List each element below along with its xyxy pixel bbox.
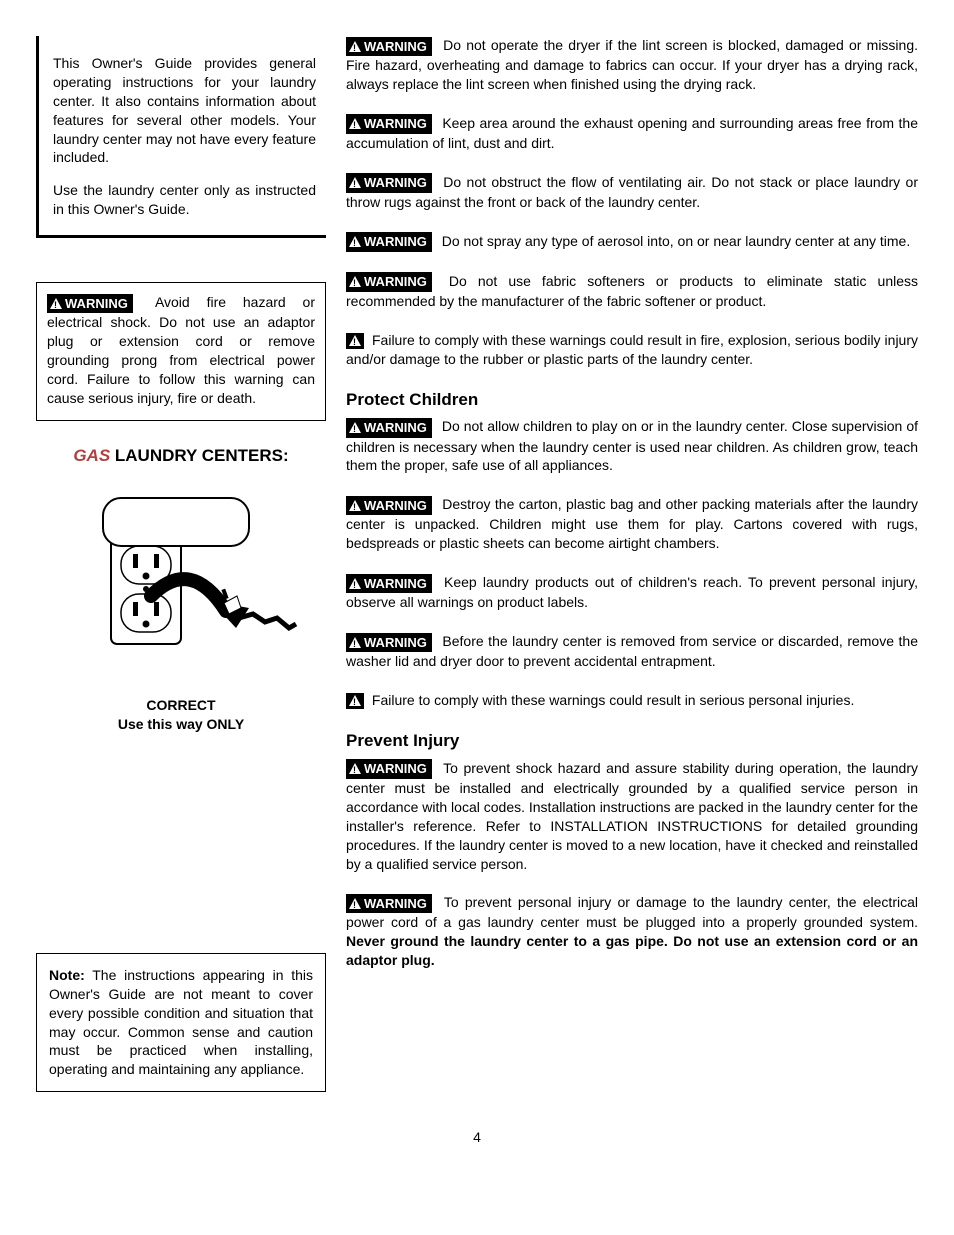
warning-children-play: WARNING Do not allow children to play on…	[346, 417, 918, 475]
warning-icon: WARNING	[346, 894, 432, 914]
warning-icon: WARNING	[47, 294, 133, 314]
warning-exhaust: WARNING Keep area around the exhaust ope…	[346, 114, 918, 153]
warning-ventilation: WARNING Do not obstruct the flow of vent…	[346, 173, 918, 212]
triangle-icon	[346, 333, 364, 349]
gas-laundry-heading: GAS LAUNDRY CENTERS:	[36, 445, 326, 468]
warning-label: WARNING	[65, 296, 128, 311]
warning-icon: WARNING	[346, 574, 432, 594]
warning-power-cord: WARNING To prevent personal injury or da…	[346, 893, 918, 970]
right-column: WARNING Do not operate the dryer if the …	[346, 36, 918, 1092]
warning-softener: WARNING Do not use fabric softeners or p…	[346, 272, 918, 311]
warning-icon: WARNING	[346, 37, 432, 57]
warning-discard: WARNING Before the laundry center is rem…	[346, 632, 918, 671]
outlet-plug-illustration	[61, 496, 301, 676]
intro-paragraph-2: Use the laundry center only as instructe…	[53, 181, 316, 219]
warning-icon: WARNING	[346, 418, 432, 438]
prevent-injury-heading: Prevent Injury	[346, 730, 918, 753]
note-label: Note:	[49, 967, 85, 983]
warning-summary-1: Failure to comply with these warnings co…	[346, 331, 918, 369]
gas-word: GAS	[73, 446, 110, 465]
warning-aerosol: WARNING Do not spray any type of aerosol…	[346, 232, 918, 252]
left-column: This Owner's Guide provides general oper…	[36, 36, 326, 1092]
warning-icon: WARNING	[346, 496, 432, 516]
protect-children-heading: Protect Children	[346, 389, 918, 412]
warning-icon: WARNING	[346, 232, 432, 252]
warning-icon: WARNING	[346, 114, 432, 134]
note-box: Note: The instructions appearing in this…	[36, 953, 326, 1092]
caption-line-2: Use this way ONLY	[36, 715, 326, 733]
warning-icon: WARNING	[346, 759, 432, 779]
gas-heading-rest: LAUNDRY CENTERS:	[110, 446, 289, 465]
warning-shock-hazard: WARNING To prevent shock hazard and assu…	[346, 759, 918, 874]
page-number: 4	[36, 1128, 918, 1147]
warning-icon: WARNING	[346, 272, 432, 292]
caption-line-1: CORRECT	[36, 696, 326, 714]
warning-icon: WARNING	[346, 633, 432, 653]
warning-packing: WARNING Destroy the carton, plastic bag …	[346, 495, 918, 553]
fire-hazard-warning-box: WARNING Avoid fire hazard or electrical …	[36, 282, 326, 421]
intro-paragraph-1: This Owner's Guide provides general oper…	[53, 54, 316, 167]
page-content: This Owner's Guide provides general oper…	[36, 36, 918, 1092]
outlet-figure: CORRECT Use this way ONLY	[36, 496, 326, 733]
triangle-icon	[346, 693, 364, 709]
note-text: The instructions appearing in this Owner…	[49, 967, 313, 1077]
outlet-caption: CORRECT Use this way ONLY	[36, 696, 326, 732]
intro-box: This Owner's Guide provides general oper…	[36, 36, 326, 238]
warning-products-reach: WARNING Keep laundry products out of chi…	[346, 573, 918, 612]
warning-icon: WARNING	[346, 173, 432, 193]
warning-summary-2: Failure to comply with these warnings co…	[346, 691, 918, 710]
warning-lint-screen: WARNING Do not operate the dryer if the …	[346, 36, 918, 94]
